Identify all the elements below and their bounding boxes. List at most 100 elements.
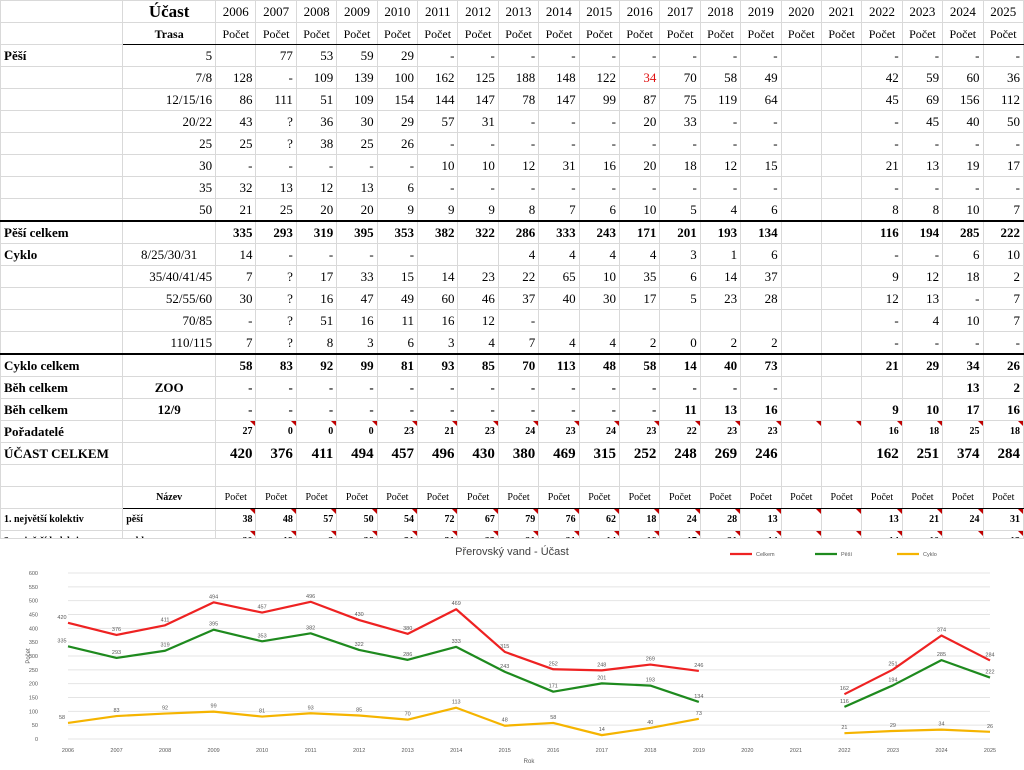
data-cell[interactable]: 83: [255, 353, 297, 377]
route-label[interactable]: 12/9: [122, 398, 217, 421]
data-cell[interactable]: 37: [740, 265, 782, 288]
data-cell[interactable]: 15: [740, 154, 782, 177]
data-cell[interactable]: 47: [336, 287, 378, 310]
pocet-header[interactable]: Počet: [699, 486, 742, 509]
data-cell[interactable]: -: [215, 309, 257, 332]
data-cell[interactable]: 23: [457, 265, 499, 288]
data-cell[interactable]: 45: [901, 110, 944, 133]
route-label[interactable]: 50: [122, 198, 217, 222]
data-cell[interactable]: -: [618, 176, 661, 199]
data-cell[interactable]: -: [497, 398, 540, 421]
data-cell[interactable]: [780, 243, 822, 266]
cell-blank[interactable]: [215, 464, 257, 487]
data-cell[interactable]: 40: [942, 110, 984, 133]
data-cell[interactable]: 54: [376, 508, 419, 531]
year-header[interactable]: 2014: [538, 0, 580, 23]
cell-blank[interactable]: [578, 464, 621, 487]
data-cell[interactable]: 128: [215, 66, 257, 89]
data-cell[interactable]: 20: [618, 154, 661, 177]
data-cell[interactable]: ?: [255, 309, 297, 332]
pocet-header[interactable]: Počet: [699, 22, 742, 45]
year-header[interactable]: 2017: [659, 0, 701, 23]
kolektiv-label[interactable]: 1. největší kolektiv: [0, 508, 124, 531]
data-cell[interactable]: -: [578, 176, 621, 199]
data-cell[interactable]: [780, 420, 822, 443]
data-cell[interactable]: 48: [255, 508, 297, 531]
route-label[interactable]: [122, 220, 217, 244]
data-cell[interactable]: 0: [659, 331, 701, 355]
data-cell[interactable]: -: [497, 376, 540, 399]
data-cell[interactable]: 17: [982, 154, 1024, 177]
data-cell[interactable]: 79: [497, 508, 540, 531]
pocet-header[interactable]: Počet: [538, 486, 580, 509]
data-cell[interactable]: ?: [255, 110, 297, 133]
data-cell[interactable]: -: [699, 44, 742, 67]
pocet-header[interactable]: Počet: [618, 486, 661, 509]
data-cell[interactable]: 376: [255, 442, 297, 465]
data-cell[interactable]: -: [659, 376, 701, 399]
data-cell[interactable]: [820, 132, 863, 155]
data-cell[interactable]: 29: [376, 110, 419, 133]
data-cell[interactable]: 99: [578, 88, 621, 111]
data-cell[interactable]: -: [901, 331, 944, 355]
data-cell[interactable]: 13: [901, 287, 944, 310]
data-cell[interactable]: 15: [376, 265, 419, 288]
data-cell[interactable]: -: [255, 66, 297, 89]
data-cell[interactable]: -: [740, 132, 782, 155]
data-cell[interactable]: 10: [942, 198, 984, 222]
pocet-header[interactable]: Počet: [861, 486, 903, 509]
data-cell[interactable]: 112: [982, 88, 1024, 111]
data-cell[interactable]: 2: [618, 331, 661, 355]
data-cell[interactable]: 188: [497, 66, 540, 89]
data-cell[interactable]: -: [861, 243, 903, 266]
data-cell[interactable]: 162: [861, 442, 903, 465]
data-cell[interactable]: -: [578, 44, 621, 67]
row-label[interactable]: Cyklo: [0, 243, 124, 266]
data-cell[interactable]: -: [376, 154, 419, 177]
data-cell[interactable]: 14: [417, 265, 459, 288]
data-cell[interactable]: 30: [578, 287, 621, 310]
data-cell[interactable]: 16: [740, 398, 782, 421]
data-cell[interactable]: -: [457, 44, 499, 67]
data-cell[interactable]: -: [538, 44, 580, 67]
data-cell[interactable]: 8: [295, 331, 338, 355]
data-cell[interactable]: 10: [457, 154, 499, 177]
data-cell[interactable]: [820, 198, 863, 222]
data-cell[interactable]: -: [982, 331, 1024, 355]
data-cell[interactable]: 243: [578, 220, 621, 244]
pocet-header[interactable]: Počet: [255, 22, 297, 45]
data-cell[interactable]: 67: [457, 508, 499, 531]
data-cell[interactable]: -: [295, 243, 338, 266]
data-cell[interactable]: -: [255, 398, 297, 421]
pocet-header[interactable]: Počet: [901, 486, 944, 509]
data-cell[interactable]: [538, 309, 580, 332]
trasa-header[interactable]: Trasa: [122, 22, 217, 45]
data-cell[interactable]: 24: [659, 508, 701, 531]
data-cell[interactable]: 246: [740, 442, 782, 465]
data-cell[interactable]: 10: [942, 309, 984, 332]
data-cell[interactable]: 6: [659, 265, 701, 288]
data-cell[interactable]: -: [740, 110, 782, 133]
data-cell[interactable]: 9: [861, 265, 903, 288]
year-header[interactable]: 2007: [255, 0, 297, 23]
data-cell[interactable]: 11: [376, 309, 419, 332]
row-label[interactable]: Pořadatelé: [0, 420, 124, 443]
route-label[interactable]: 30: [122, 154, 217, 177]
data-cell[interactable]: 269: [699, 442, 742, 465]
pocet-header[interactable]: Počet: [982, 486, 1024, 509]
data-cell[interactable]: 70: [497, 353, 540, 377]
data-cell[interactable]: 10: [417, 154, 459, 177]
data-cell[interactable]: -: [336, 376, 378, 399]
data-cell[interactable]: 12: [497, 154, 540, 177]
data-cell[interactable]: 111: [255, 88, 297, 111]
participation-chart[interactable]: Přerovský vand - Účast 0 50 100 150 200 250 300…: [0, 538, 1024, 765]
data-cell[interactable]: 9: [457, 198, 499, 222]
data-cell[interactable]: [820, 442, 863, 465]
pocet-header[interactable]: Počet: [578, 22, 621, 45]
data-cell[interactable]: [578, 309, 621, 332]
data-cell[interactable]: 60: [942, 66, 984, 89]
data-cell[interactable]: 7: [982, 309, 1024, 332]
pocet-header[interactable]: Počet: [578, 486, 621, 509]
data-cell[interactable]: -: [497, 110, 540, 133]
cell-blank[interactable]: [901, 464, 944, 487]
